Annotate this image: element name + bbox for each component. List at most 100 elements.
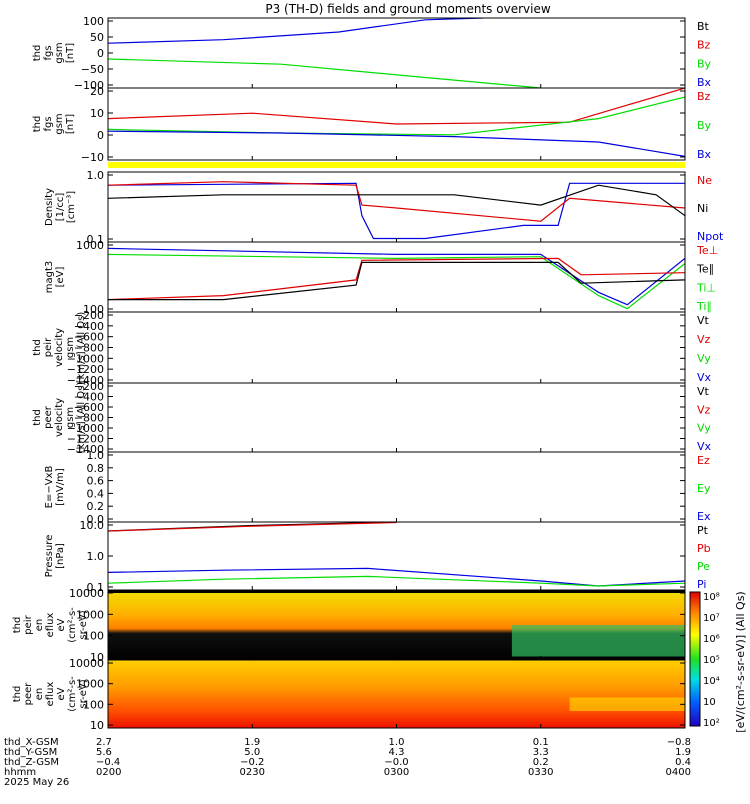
panel-p7: 1.00.80.60.40.20.0 E=−VxB [mV/m] Ez Ey Ex <box>44 449 711 526</box>
y-tick-label: 1000 <box>76 239 104 252</box>
spectrogram-image <box>108 660 685 728</box>
y-axis-label: gsm <box>54 42 65 63</box>
footer-value: 0330 <box>528 767 553 778</box>
orbit-footer: thd_X-GSM 2.7 1.9 1.0 0.1 −0.8thd_Y-GSM 5.6 5.0… <box>4 737 691 788</box>
colorbar-tick-label: 10⁵ <box>703 655 720 666</box>
colorbar-tick-label: 10² <box>703 718 720 729</box>
footer-date: 2025 May 26 <box>4 777 69 788</box>
figure-title: P3 (TH-D) fields and ground moments over… <box>265 2 550 16</box>
legend-entry: Bx <box>697 76 712 89</box>
series-line-By <box>108 59 541 88</box>
legend-entry: Vt <box>697 385 710 398</box>
y-axis-label: [nPa] <box>55 543 66 569</box>
panel-p2: 20 10 0 −10 thd fgs gsm [nT] Bz By Bx <box>32 85 712 164</box>
y-axis-label: gsm <box>65 407 76 428</box>
colorbar-tick-label: 10⁶ <box>703 634 720 645</box>
series-line-Bx <box>108 131 685 156</box>
y-axis-label: velocity <box>54 398 65 437</box>
series-line-Ne <box>108 182 685 222</box>
colorbar-label: [eV/(cm²-s-sr-eV)] (All Qs) <box>734 591 747 732</box>
footer-value: 0230 <box>240 767 265 778</box>
y-axis-label: thd <box>32 409 43 426</box>
colorbar-tick-label: 10⁷ <box>703 613 720 624</box>
colorbar-tick-label: 10⁸ <box>703 592 720 603</box>
panel-p3: 1.00.1Density [1/cc] [cm⁻³]NeNiNpot <box>44 169 724 246</box>
y-axis-label: thd <box>12 686 23 703</box>
y-tick-label: 1.0 <box>87 550 105 563</box>
spectrogram-patch <box>570 697 685 711</box>
y-axis-label: (cm²-s- <box>67 607 78 643</box>
legend-entry: By <box>697 57 712 70</box>
y-axis-label: eflux <box>45 682 56 707</box>
legend-entry: Ti∥ <box>696 300 712 313</box>
y-tick-label: 10000 <box>69 657 104 670</box>
y-axis-label: peir <box>23 614 34 634</box>
panel-frame <box>108 312 685 383</box>
legend-entry: Vx <box>697 440 712 453</box>
y-axis-label: [nT] <box>65 43 76 63</box>
y-axis-label: sr-eV) <box>78 610 89 639</box>
y-tick-label: 10 <box>90 719 104 732</box>
y-axis-label: magt3 <box>44 261 55 294</box>
y-axis-label: [cm⁻³] <box>66 191 77 223</box>
y-axis-label: Density <box>44 188 55 226</box>
y-axis-label: peir <box>43 337 54 357</box>
panel-p5: −200−400−600−800−1000−1200−1400 thd peir ve… <box>32 309 712 387</box>
legend-entry: Vy <box>697 352 711 365</box>
legend-entry: Pb <box>697 542 711 555</box>
y-axis-label: thd <box>12 617 23 634</box>
y-axis-label: sr-eV) <box>78 679 89 708</box>
y-tick-label: 10 <box>90 107 104 120</box>
y-axis-label: E=−VxB <box>44 466 55 509</box>
y-axis-label: peer <box>23 682 34 706</box>
legend-entry: Ex <box>697 510 711 523</box>
series-line-Npot <box>108 183 685 238</box>
y-tick-label: 10.0 <box>80 519 105 532</box>
legend-entry: Te⊥ <box>696 244 718 257</box>
colorbar-gradient <box>690 592 700 726</box>
y-axis-label: en <box>34 688 45 701</box>
series-line-Te⊥ <box>108 258 685 299</box>
legend-entry: Vy <box>697 422 711 435</box>
legend-entry: Ez <box>697 454 710 467</box>
y-tick-label: 1.0 <box>87 449 105 462</box>
y-axis-label: fgs <box>43 116 54 131</box>
y-axis-label: velocity <box>54 328 65 367</box>
y-axis-label: thd <box>32 339 43 356</box>
y-tick-label: −50 <box>81 63 104 76</box>
panel-frame <box>108 383 685 452</box>
y-axis-label: [km/s] (All Qs) <box>76 382 87 454</box>
spectrogram-patch <box>512 625 685 657</box>
footer-value: 0400 <box>666 767 691 778</box>
legend-entry: Te∥ <box>696 263 714 276</box>
panel-p8: 10.0 1.0 0.1 Pressure [nPa] Pt Pb Pe Pi <box>44 519 711 594</box>
legend-entry: Bx <box>697 148 712 161</box>
legend-entry: Vt <box>697 314 710 327</box>
y-axis-label: eV <box>56 687 67 700</box>
panel-p1: 100 50 0 −50 −100 thd fgs gsm [nT] Bt Bz By Bx <box>32 15 712 92</box>
legend-entry: Vz <box>697 333 711 346</box>
y-axis-label: [eV] <box>55 267 66 288</box>
legend-entry: Pt <box>697 524 709 537</box>
series-line-Te∥ <box>108 262 685 299</box>
legend-entry: Vx <box>697 371 712 384</box>
y-axis-label: [mV/m] <box>55 468 66 506</box>
y-axis-label: eflux <box>45 613 56 638</box>
legend-entry: Npot <box>697 230 724 243</box>
y-tick-label: 0.4 <box>87 487 105 500</box>
colorbar: 10⁸ 10⁷ 10⁶ 10⁵ 10⁴ 10⁳ 10² [eV/(cm²-s-sr-eV)]… <box>690 591 747 732</box>
y-axis-label: peer <box>43 405 54 429</box>
y-tick-label: 0 <box>97 129 104 142</box>
y-axis-label: thd <box>32 116 43 133</box>
legend-entry: Ti⊥ <box>696 281 716 294</box>
legend-entry: Pi <box>697 578 706 591</box>
footer-value: 0300 <box>384 767 409 778</box>
y-axis-label: gsm <box>65 337 76 358</box>
legend-entry: Ey <box>697 482 711 495</box>
legend-entry: Ni <box>697 202 708 215</box>
y-axis-label: thd <box>32 45 43 62</box>
legend-entry: Bt <box>697 20 710 33</box>
y-axis-label: gsm <box>54 113 65 134</box>
panel-frame <box>108 452 685 522</box>
panel-frame <box>108 242 685 312</box>
